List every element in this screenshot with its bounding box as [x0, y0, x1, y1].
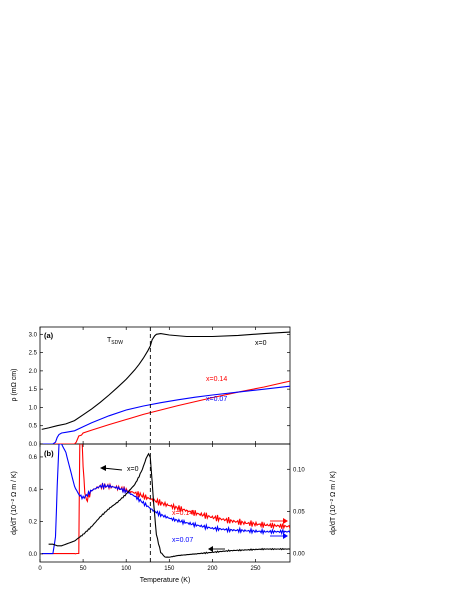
label-x0-panel-b: x=0: [127, 466, 139, 473]
y-tick-label-panel-a: 2.5: [29, 351, 38, 357]
y-tick-label-panel-a: 2.0: [29, 369, 38, 375]
y-tick-label-panel-a: 3.0: [29, 332, 38, 338]
y-tick-label-panel-a: 1.0: [29, 405, 38, 411]
label-x007-panel-a: x=0.07: [206, 396, 227, 403]
y-tick-label-panel-a: 1.5: [29, 387, 38, 393]
panel-a-series: [41, 331, 290, 444]
label-x014-panel-b: x=0.14: [172, 510, 193, 517]
y-tick-label-panel-b: 0.2: [29, 520, 38, 526]
series-line-x014-resistivity: [41, 380, 290, 444]
panel-a-frame: [39, 326, 291, 445]
arrow-x0-right-axis: [208, 546, 225, 552]
y-tick-label-panel-b: 0.6: [29, 455, 38, 461]
label-x0-panel-a: x=0: [255, 340, 267, 347]
series-line-x014-derivative: [41, 444, 290, 555]
series-line-x007-derivative: [41, 444, 290, 555]
x-tick-label: 0: [38, 566, 42, 572]
y-axis-label-panel-b-right: dρ/dT (10⁻² Ω m / K): [330, 471, 337, 535]
panel-b-series: [41, 444, 290, 558]
series-line-x007-resistivity: [41, 385, 290, 444]
arrow-x007-right-axis: [270, 533, 288, 539]
y-tick-label-panel-b: 0.4: [29, 487, 38, 493]
x-tick-label: 250: [251, 566, 262, 572]
arrow-x0-left-axis: [100, 465, 123, 471]
y-tick-label-panel-b-right: 0.05: [293, 509, 305, 515]
x-tick-label: 100: [121, 566, 132, 572]
series-line-x0-resistivity: [41, 331, 290, 430]
label-x014-panel-a: x=0.14: [206, 376, 227, 383]
y-tick-label-panel-b-right: 0.00: [293, 552, 305, 558]
x-tick-label: 200: [207, 566, 218, 572]
panel-b-frame: [39, 443, 291, 563]
panel-a-label: (a): [44, 331, 54, 340]
x-axis-label: Temperature (K): [140, 577, 191, 584]
label-x007-panel-b: x=0.07: [172, 537, 193, 544]
y-tick-label-panel-a: 0.0: [29, 442, 38, 448]
arrow-x014-right-axis: [270, 518, 288, 524]
y-tick-label-panel-b: 0.0: [29, 552, 38, 558]
tsdw-label: TSDW: [107, 337, 123, 346]
x-tick-label: 50: [80, 566, 87, 572]
y-axis-label-panel-b-left: dρ/dT (10⁻² Ω m / K): [11, 471, 18, 535]
panel-b-label: (b): [44, 449, 54, 458]
y-tick-label-panel-a: 0.5: [29, 424, 38, 430]
y-axis-label-panel-a: ρ (mΩ cm): [11, 369, 18, 402]
axis-ticks: 0 50 100 150 200 2500.00.51.01.52.02.53.00.00…: [29, 327, 305, 572]
x-tick-label: 150: [164, 566, 175, 572]
series-line-x0-derivative: [48, 452, 290, 558]
y-tick-label-panel-b-right: 0.10: [293, 467, 305, 473]
